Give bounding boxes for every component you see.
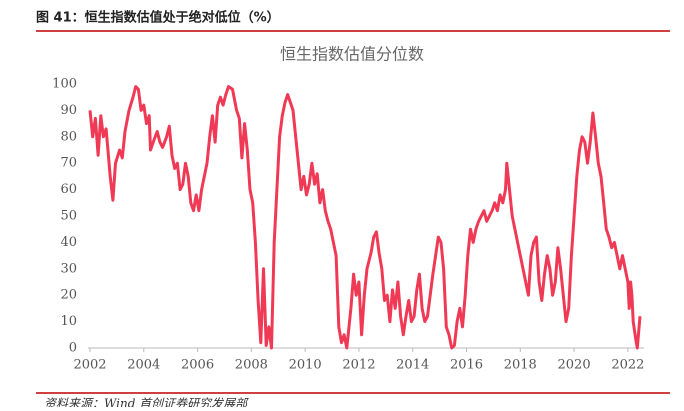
x-tick-label: 2004 [127,358,160,373]
x-tick-label: 2006 [181,358,214,373]
y-tick-label: 0 [69,341,77,356]
x-tick-label: 2008 [235,358,268,373]
x-tick-label: 2016 [450,358,483,373]
y-tick-label: 30 [60,261,77,276]
x-tick-label: 2002 [73,358,106,373]
y-tick-label: 40 [60,235,77,250]
x-tick-label: 2020 [558,358,591,373]
source: 资料来源：Wind 首创证券研究发展部 [44,397,249,408]
y-tick-label: 20 [60,288,77,303]
x-tick-label: 2010 [289,358,322,373]
y-tick-label: 80 [60,129,77,144]
x-tick-label: 2018 [504,358,537,373]
x-tick-label: 2012 [342,358,375,373]
y-tick-label: 70 [60,156,77,171]
y-tick-label: 90 [60,103,77,118]
figure-title: 图 41：恒生指数估值处于绝对低位（%） [36,10,280,26]
y-tick-label: 10 [60,314,77,329]
y-tick-label: 50 [60,209,77,224]
line-series [88,85,642,350]
y-tick-label: 100 [52,77,77,92]
x-tick-label: 2014 [396,358,429,373]
y-tick-label: 60 [60,182,77,197]
x-tick-label: 2022 [611,358,644,373]
chart-title: 恒生指数估值分位数 [280,45,424,64]
